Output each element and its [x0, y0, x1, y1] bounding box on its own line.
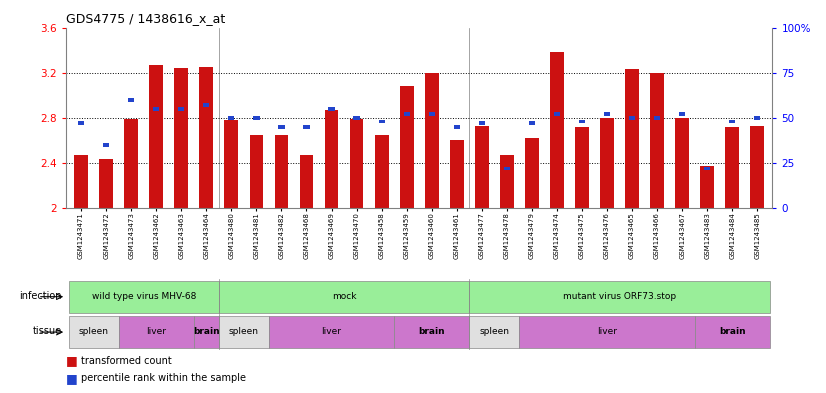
Text: spleen: spleen [479, 327, 510, 336]
Bar [228, 116, 235, 120]
Bar [453, 125, 460, 129]
Bar [69, 281, 219, 313]
Bar [479, 121, 485, 125]
Text: liver: liver [146, 327, 166, 336]
Bar [178, 107, 184, 111]
Bar [78, 121, 84, 125]
Bar [629, 116, 635, 120]
Bar [153, 107, 159, 111]
Bar [303, 125, 310, 129]
Bar [274, 135, 288, 208]
Text: spleen: spleen [229, 327, 259, 336]
Text: percentile rank within the sample: percentile rank within the sample [81, 373, 246, 383]
Bar [704, 167, 710, 171]
Bar [219, 281, 469, 313]
Text: liver: liver [321, 327, 341, 336]
Bar [69, 316, 119, 348]
Bar [679, 112, 686, 116]
Bar [525, 138, 539, 208]
Text: infection: infection [20, 291, 62, 301]
Text: GDS4775 / 1438616_x_at: GDS4775 / 1438616_x_at [66, 12, 225, 25]
Bar [194, 316, 219, 348]
Bar [400, 86, 414, 208]
Bar [550, 52, 564, 208]
Text: brain: brain [193, 327, 220, 336]
Bar [650, 73, 664, 208]
Bar [354, 116, 359, 120]
Text: ■: ■ [66, 371, 78, 385]
Bar [601, 118, 614, 208]
Bar [74, 155, 88, 208]
Bar [469, 316, 520, 348]
Bar [278, 125, 284, 129]
Bar [219, 316, 269, 348]
Bar [695, 316, 770, 348]
Text: transformed count: transformed count [81, 356, 172, 366]
Bar [425, 73, 439, 208]
Bar [554, 112, 560, 116]
Bar [394, 316, 469, 348]
Bar [249, 135, 263, 208]
Bar [124, 119, 138, 208]
Bar [325, 110, 339, 208]
Text: liver: liver [597, 327, 617, 336]
Bar [103, 143, 109, 147]
Bar [99, 158, 113, 208]
Bar [604, 112, 610, 116]
Text: mock: mock [332, 292, 356, 301]
Bar [254, 116, 259, 120]
Text: wild type virus MHV-68: wild type virus MHV-68 [92, 292, 196, 301]
Bar [269, 316, 394, 348]
Bar [750, 126, 764, 208]
Bar [725, 127, 739, 208]
Text: brain: brain [719, 327, 746, 336]
Bar [520, 316, 695, 348]
Bar [475, 126, 489, 208]
Bar [500, 155, 514, 208]
Bar [450, 140, 463, 208]
Text: tissue: tissue [33, 326, 62, 336]
Text: brain: brain [419, 327, 445, 336]
Bar [199, 67, 213, 208]
Text: ■: ■ [66, 354, 78, 367]
Bar [349, 119, 363, 208]
Bar [625, 69, 639, 208]
Bar [378, 119, 385, 123]
Bar [128, 98, 135, 102]
Bar [469, 281, 770, 313]
Bar [329, 107, 335, 111]
Bar [504, 167, 510, 171]
Bar [203, 103, 210, 107]
Bar [700, 167, 714, 208]
Bar [754, 116, 761, 120]
Bar [579, 119, 585, 123]
Bar [404, 112, 410, 116]
Bar [119, 316, 194, 348]
Bar [729, 119, 735, 123]
Bar [375, 135, 388, 208]
Bar [174, 68, 188, 208]
Text: spleen: spleen [78, 327, 109, 336]
Bar [429, 112, 434, 116]
Bar [529, 121, 535, 125]
Bar [676, 118, 689, 208]
Bar [150, 65, 163, 208]
Bar [654, 116, 660, 120]
Bar [225, 120, 238, 208]
Text: mutant virus ORF73.stop: mutant virus ORF73.stop [563, 292, 676, 301]
Bar [575, 127, 589, 208]
Bar [300, 155, 313, 208]
